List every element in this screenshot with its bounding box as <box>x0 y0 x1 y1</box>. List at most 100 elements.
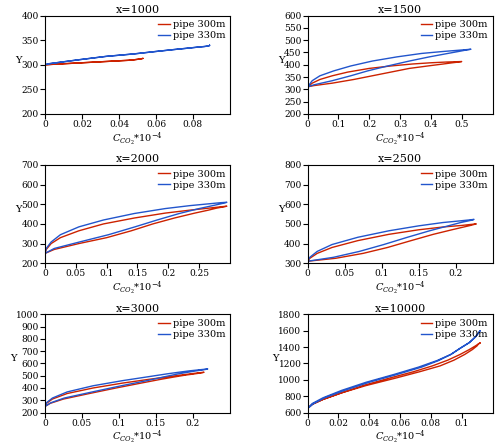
pipe 330m <box>391 372 397 377</box>
pipe 330m <box>468 46 474 52</box>
pipe 330m <box>366 380 372 385</box>
pipe 330m <box>164 371 170 376</box>
Line: pipe 300m: pipe 300m <box>308 343 480 409</box>
Line: pipe 300m: pipe 300m <box>45 206 227 253</box>
pipe 300m <box>76 241 82 246</box>
pipe 300m <box>221 204 227 210</box>
pipe 300m <box>178 372 184 378</box>
pipe 330m <box>445 51 451 56</box>
pipe 300m <box>344 70 350 75</box>
pipe 330m <box>355 235 361 240</box>
pipe 330m <box>186 369 192 375</box>
pipe 300m <box>370 73 376 78</box>
pipe 330m <box>466 340 472 345</box>
pipe 330m <box>476 330 482 335</box>
pipe 330m <box>186 45 192 51</box>
pipe 300m <box>386 376 392 381</box>
pipe 300m <box>224 203 230 209</box>
pipe 300m <box>384 245 390 250</box>
pipe 300m <box>140 56 146 61</box>
pipe 300m <box>70 61 75 66</box>
pipe 330m <box>224 200 230 205</box>
pipe 330m <box>458 220 464 225</box>
pipe 330m <box>204 366 210 372</box>
pipe 300m <box>306 83 312 88</box>
pipe 330m <box>58 232 64 237</box>
pipe 300m <box>192 371 198 376</box>
pipe 330m <box>201 367 207 372</box>
pipe 330m <box>76 224 82 230</box>
pipe 300m <box>206 207 212 213</box>
pipe 300m <box>473 221 479 227</box>
pipe 300m <box>408 238 414 243</box>
pipe 300m <box>43 247 49 252</box>
pipe 300m <box>44 401 50 406</box>
pipe 300m <box>310 83 316 88</box>
pipe 330m <box>356 249 362 254</box>
pipe 330m <box>206 42 212 48</box>
pipe 330m <box>162 206 168 211</box>
pipe 300m <box>332 256 338 261</box>
pipe 330m <box>132 224 138 230</box>
pipe 300m <box>392 376 398 381</box>
pipe 300m <box>131 57 137 62</box>
X-axis label: $C_{CO_2}$*10$^{-4}$: $C_{CO_2}$*10$^{-4}$ <box>374 429 426 446</box>
pipe 300m <box>42 251 48 256</box>
pipe 330m <box>187 368 193 373</box>
pipe 300m <box>363 383 369 388</box>
pipe 300m <box>158 377 164 382</box>
pipe 300m <box>466 347 472 352</box>
pipe 300m <box>462 224 468 230</box>
pipe 300m <box>50 396 56 402</box>
pipe 330m <box>210 203 216 208</box>
pipe 300m <box>134 57 140 62</box>
pipe 300m <box>44 62 50 67</box>
pipe 300m <box>477 340 483 346</box>
pipe 330m <box>458 47 464 53</box>
Line: pipe 330m: pipe 330m <box>308 49 471 87</box>
pipe 330m <box>103 54 109 59</box>
pipe 300m <box>172 374 177 380</box>
pipe 300m <box>125 58 131 63</box>
pipe 300m <box>186 372 192 377</box>
pipe 300m <box>42 251 48 256</box>
pipe 330m <box>90 389 96 395</box>
pipe 300m <box>320 397 326 402</box>
pipe 330m <box>172 47 177 52</box>
pipe 300m <box>88 60 94 65</box>
pipe 300m <box>120 380 126 386</box>
Legend: pipe 300m, pipe 330m: pipe 300m, pipe 330m <box>156 317 227 341</box>
pipe 300m <box>360 251 366 256</box>
pipe 330m <box>154 217 160 223</box>
pipe 330m <box>348 63 354 69</box>
pipe 300m <box>51 62 57 67</box>
pipe 300m <box>60 61 66 66</box>
pipe 300m <box>386 231 392 237</box>
pipe 330m <box>144 378 150 383</box>
pipe 330m <box>466 340 472 345</box>
Title: x=10000: x=10000 <box>374 304 426 314</box>
pipe 330m <box>445 223 451 228</box>
pipe 300m <box>437 363 443 368</box>
pipe 300m <box>476 341 482 347</box>
pipe 330m <box>153 49 159 54</box>
pipe 330m <box>448 352 454 357</box>
pipe 330m <box>440 220 446 225</box>
pipe 330m <box>42 404 48 409</box>
Line: pipe 300m: pipe 300m <box>308 224 476 261</box>
pipe 330m <box>322 395 328 401</box>
pipe 330m <box>48 240 54 245</box>
Title: x=2500: x=2500 <box>378 154 422 164</box>
pipe 330m <box>106 232 112 237</box>
pipe 330m <box>153 49 159 54</box>
pipe 330m <box>304 84 310 90</box>
pipe 330m <box>418 51 424 56</box>
pipe 330m <box>416 364 422 370</box>
pipe 330m <box>348 73 354 78</box>
pipe 330m <box>440 49 446 54</box>
pipe 300m <box>320 397 326 402</box>
pipe 300m <box>187 207 193 213</box>
pipe 330m <box>404 235 410 240</box>
Line: pipe 300m: pipe 300m <box>45 58 143 65</box>
pipe 330m <box>172 47 177 52</box>
